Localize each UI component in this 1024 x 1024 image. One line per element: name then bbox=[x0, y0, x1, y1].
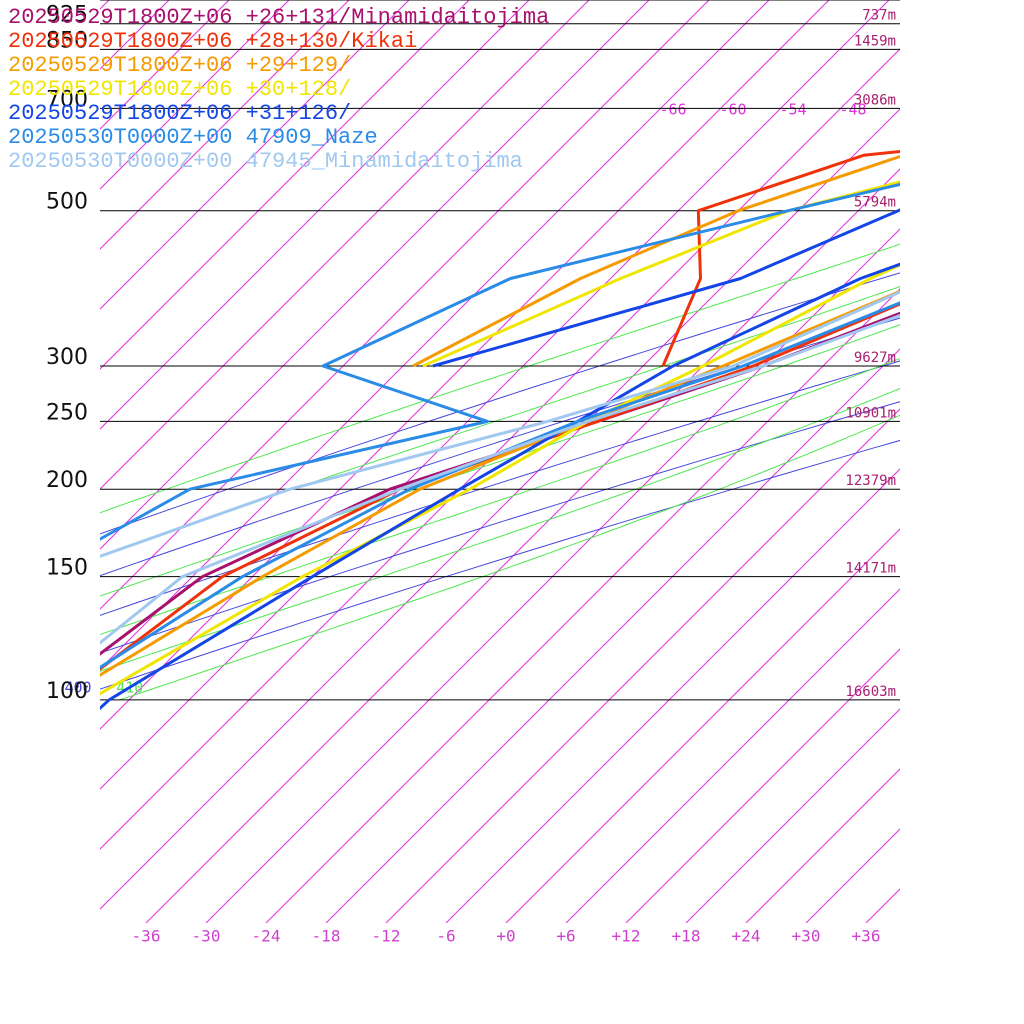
dewpoint-line bbox=[412, 154, 900, 368]
isotherm bbox=[565, 588, 900, 923]
legend: 20250529T1800Z+06 +26+131/Minamidaitojim… bbox=[8, 5, 549, 174]
legend-entry: 20250529T1800Z+06 +26+131/Minamidaitojim… bbox=[8, 5, 549, 30]
height-label: 10901m bbox=[845, 405, 896, 421]
x-tick-label: +12 bbox=[612, 927, 641, 946]
height-label: 16603m bbox=[845, 684, 896, 700]
isotherm bbox=[100, 0, 590, 490]
isotherm-label: -66 bbox=[659, 101, 686, 119]
isotherm bbox=[100, 0, 650, 550]
isotherm bbox=[385, 408, 900, 923]
height-label: 3086m bbox=[854, 92, 896, 108]
height-label: 12379m bbox=[845, 473, 896, 489]
dewpoint-line bbox=[100, 182, 900, 541]
temperature-line bbox=[100, 262, 900, 711]
x-tick-label: +18 bbox=[672, 927, 701, 946]
temperature-line bbox=[100, 301, 900, 670]
x-tick-label: -24 bbox=[252, 927, 281, 946]
isotherm bbox=[685, 708, 900, 923]
x-tick-label: +30 bbox=[792, 927, 821, 946]
legend-entry: 20250529T1800Z+06 +28+130/Kikai bbox=[8, 29, 417, 54]
temperature-line bbox=[100, 311, 900, 656]
profiles bbox=[100, 0, 1024, 711]
height-label: 9627m bbox=[854, 350, 896, 366]
dewpoint-line bbox=[432, 208, 900, 368]
isotherm-label: -60 bbox=[719, 101, 746, 119]
isotherm bbox=[325, 348, 900, 923]
x-tick-label: +24 bbox=[732, 927, 761, 946]
isotherm bbox=[100, 0, 710, 610]
height-label: 1459m bbox=[854, 33, 896, 49]
isotherm-label: -48 bbox=[839, 101, 866, 119]
isotherm bbox=[805, 828, 900, 923]
isotherm bbox=[100, 0, 470, 370]
pressure-label: 150 bbox=[46, 556, 88, 581]
dewpoint-line bbox=[661, 149, 900, 367]
x-tick-label: +6 bbox=[556, 927, 575, 946]
isotherm-label: -54 bbox=[779, 101, 806, 119]
pressure-label: 500 bbox=[46, 190, 88, 215]
x-tick-label: -36 bbox=[132, 927, 161, 946]
pressure-label: 100 bbox=[46, 679, 88, 704]
x-tick-label: +36 bbox=[852, 927, 881, 946]
isotherm bbox=[625, 648, 900, 923]
isotherm bbox=[100, 0, 350, 250]
temperature-line bbox=[100, 289, 900, 677]
theta-label: 390 bbox=[13, 678, 40, 696]
dewpoint-line bbox=[422, 180, 900, 368]
pressure-label: 200 bbox=[46, 468, 88, 493]
isotherm bbox=[100, 0, 830, 730]
pressure-label: 300 bbox=[46, 345, 88, 370]
foreground: -66-60-54-483203403603804003103303503703… bbox=[13, 0, 900, 946]
x-tick-label: -30 bbox=[192, 927, 221, 946]
legend-entry: 20250529T1800Z+06 +30+128/ bbox=[8, 77, 351, 102]
temperature-line bbox=[100, 313, 900, 645]
x-tick-label: -12 bbox=[372, 927, 401, 946]
isotherm bbox=[100, 108, 900, 910]
pressure-label: 1000 bbox=[32, 0, 88, 4]
dewpoint-line bbox=[100, 290, 900, 558]
legend-entry: 20250530T0000Z+00 47909_Naze bbox=[8, 125, 378, 150]
isotherm bbox=[505, 528, 900, 923]
background-lines bbox=[100, 0, 900, 923]
isotherm bbox=[100, 0, 890, 790]
temperature-line bbox=[100, 302, 900, 671]
height-label: 737m bbox=[862, 8, 896, 24]
theta-label: 400 bbox=[64, 678, 91, 696]
isotherm bbox=[265, 288, 900, 923]
height-label: 14171m bbox=[845, 561, 896, 577]
dewpoint-line bbox=[961, 0, 1024, 279]
pressure-label: 850 bbox=[46, 28, 88, 53]
legend-entry: 20250529T1800Z+06 +31+126/ bbox=[8, 101, 351, 126]
pressure-label: 700 bbox=[46, 87, 88, 112]
isotherm bbox=[145, 168, 900, 923]
legend-entry: 20250529T1800Z+06 +29+129/ bbox=[8, 53, 351, 78]
isotherm bbox=[745, 768, 900, 923]
pressure-label: 250 bbox=[46, 400, 88, 425]
x-tick-label: -6 bbox=[436, 927, 455, 946]
x-tick-label: +0 bbox=[496, 927, 515, 946]
x-tick-label: -18 bbox=[312, 927, 341, 946]
isotherm bbox=[445, 468, 900, 923]
isotherm bbox=[865, 888, 900, 923]
isotherm bbox=[100, 0, 410, 310]
isotherm bbox=[100, 0, 530, 430]
isotherm bbox=[205, 228, 900, 923]
pressure-label: 925 bbox=[46, 3, 88, 28]
height-label: 5794m bbox=[854, 195, 896, 211]
isotherm bbox=[100, 0, 290, 190]
temperature-line bbox=[100, 263, 900, 696]
legend-entry: 20250530T0000Z+00 47945_Minamidaitojima bbox=[8, 149, 523, 174]
